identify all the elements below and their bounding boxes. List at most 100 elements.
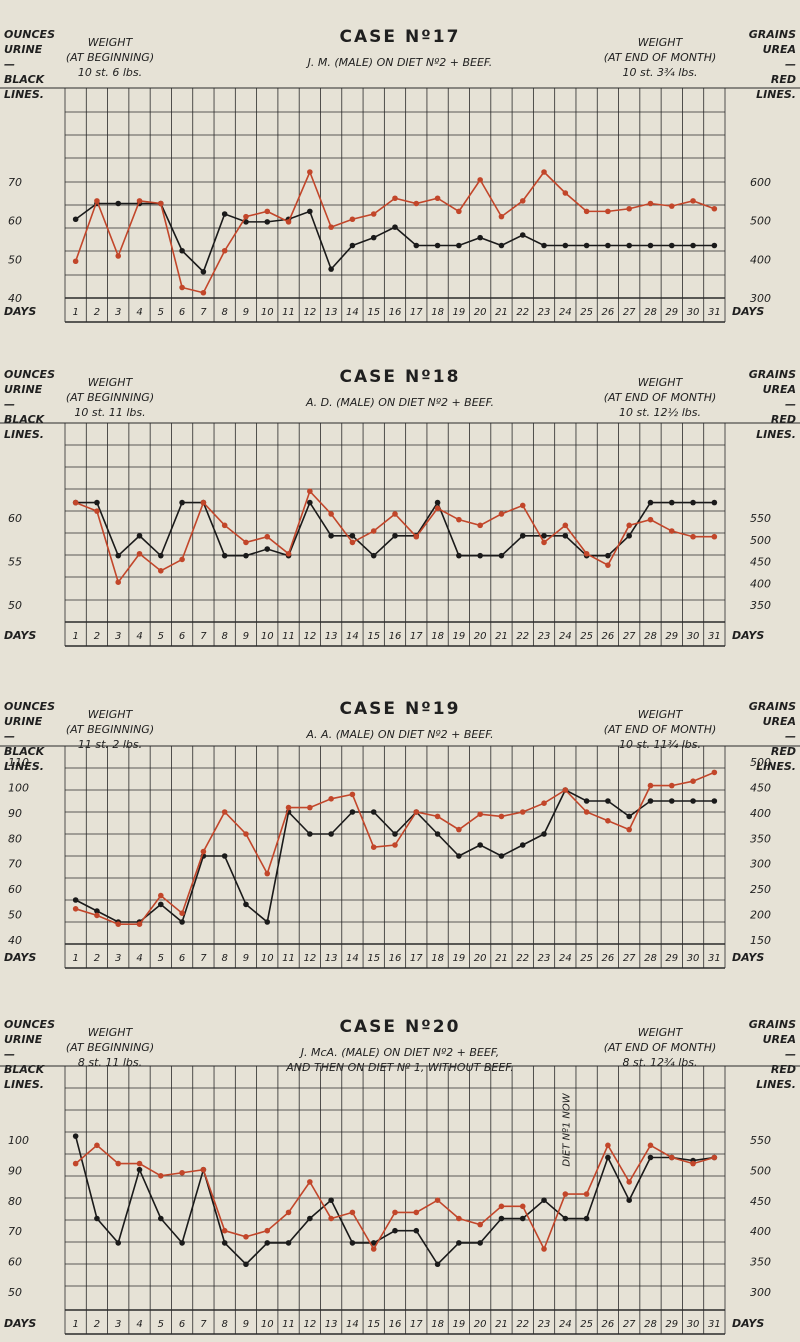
- day-tick-label: 7: [200, 1319, 207, 1330]
- urea-point: [94, 508, 100, 514]
- day-tick-label: 10: [261, 631, 274, 642]
- day-tick-label: 25: [580, 1319, 593, 1330]
- days-label-right: DAYS: [732, 629, 764, 642]
- urine-point: [94, 908, 100, 914]
- right-axis-header-line: UREA: [763, 383, 796, 396]
- day-tick-label: 15: [367, 307, 380, 318]
- day-tick-label: 12: [303, 1319, 316, 1330]
- urine-point: [413, 242, 420, 249]
- urea-point: [94, 198, 100, 204]
- urea-point: [413, 1209, 420, 1216]
- day-tick-label: 15: [367, 1319, 380, 1330]
- urea-point: [583, 208, 590, 215]
- urea-point: [158, 200, 164, 207]
- day-tick-label: 11: [282, 953, 295, 964]
- urea-point: [264, 533, 271, 540]
- urea-point: [349, 791, 356, 798]
- left-axis-header-line: —: [4, 730, 15, 743]
- urea-point: [349, 216, 356, 223]
- urine-point: [456, 853, 462, 859]
- urea-point: [647, 1142, 654, 1149]
- left-axis-tick: 60: [8, 883, 22, 896]
- urea-point: [690, 778, 696, 784]
- urine-point: [115, 552, 122, 559]
- day-tick-label: 23: [538, 631, 551, 642]
- urea-point: [307, 1179, 313, 1185]
- urea-point: [541, 1246, 547, 1252]
- day-tick-label: 2: [94, 631, 100, 642]
- left-axis-header-line: OUNCES: [4, 700, 55, 713]
- chart-title: CASE Nº17: [340, 27, 461, 47]
- day-tick-label: 31: [708, 631, 721, 642]
- day-tick-label: 1: [72, 307, 78, 318]
- urea-point: [370, 528, 377, 534]
- urea-point: [328, 511, 334, 517]
- urea-point: [243, 213, 249, 220]
- day-tick-label: 9: [243, 631, 249, 642]
- urea-point: [200, 1166, 207, 1173]
- left-axis-tick: 50: [8, 253, 22, 266]
- urine-point: [370, 1240, 377, 1246]
- left-axis-tick: 90: [8, 807, 22, 820]
- day-tick-label: 1: [72, 631, 78, 642]
- left-axis-tick: 110: [8, 756, 29, 769]
- left-axis-header-line: —: [4, 398, 15, 411]
- urea-point: [285, 550, 292, 557]
- day-tick-label: 17: [410, 631, 423, 642]
- urea-point: [115, 579, 122, 585]
- urine-point: [285, 1240, 292, 1246]
- day-tick-label: 16: [389, 307, 402, 318]
- urine-point: [647, 499, 654, 506]
- grid: [0, 1065, 800, 1335]
- right-axis-header-line: GRAINS: [749, 368, 796, 381]
- weight-start-line: (AT BEGINNING): [66, 723, 154, 736]
- urea-point: [158, 1173, 164, 1179]
- urine-point: [179, 1240, 185, 1246]
- weight-end-line: WEIGHT: [638, 36, 684, 49]
- urea-point: [413, 533, 420, 540]
- day-tick-label: 8: [221, 1319, 227, 1330]
- urine-point: [370, 234, 377, 241]
- right-axis-tick: 300: [750, 1286, 771, 1299]
- urea-point: [711, 205, 718, 212]
- grid: [0, 422, 800, 647]
- urea-point: [519, 809, 526, 815]
- weight-start-line: 10 st. 6 lbs.: [78, 66, 142, 79]
- day-tick-label: 25: [580, 307, 593, 318]
- weight-end-line: (AT END OF MONTH): [604, 1041, 717, 1054]
- right-axis-header-line: —: [785, 730, 796, 743]
- urea-point: [434, 195, 441, 202]
- day-tick-label: 6: [179, 1319, 185, 1330]
- urea-point: [392, 511, 398, 517]
- day-tick-label: 17: [410, 1319, 423, 1330]
- day-tick-label: 10: [261, 953, 274, 964]
- urine-point: [541, 532, 547, 539]
- urine-point: [221, 853, 228, 859]
- urine-point: [72, 1133, 79, 1139]
- urea-point: [370, 844, 377, 850]
- weight-end-line: (AT END OF MONTH): [604, 51, 717, 64]
- day-tick-label: 5: [158, 1319, 164, 1330]
- right-axis-tick: 400: [750, 807, 771, 820]
- weight-end-line: 10 st. 12½ lbs.: [619, 406, 701, 419]
- urine-point: [477, 842, 483, 848]
- urine-point: [690, 499, 696, 506]
- day-tick-label: 24: [559, 631, 572, 642]
- day-tick-label: 13: [325, 953, 338, 964]
- urea-point: [264, 1227, 271, 1234]
- urea-point: [562, 190, 569, 196]
- urea-point: [626, 205, 632, 212]
- day-tick-label: 6: [179, 953, 185, 964]
- urea-point: [541, 800, 547, 806]
- urea-point: [456, 1215, 462, 1222]
- left-axis-header-line: BLACK: [4, 73, 46, 86]
- urine-point: [94, 1215, 100, 1222]
- days-label-right: DAYS: [732, 951, 764, 964]
- day-tick-label: 17: [410, 307, 423, 318]
- day-tick-label: 24: [559, 953, 572, 964]
- urea-point: [498, 213, 505, 220]
- chart-subtitle: J. M. (MALE) ON DIET Nº2 + BEEF.: [306, 56, 493, 69]
- urea-point: [221, 247, 228, 254]
- urine-point: [456, 242, 462, 249]
